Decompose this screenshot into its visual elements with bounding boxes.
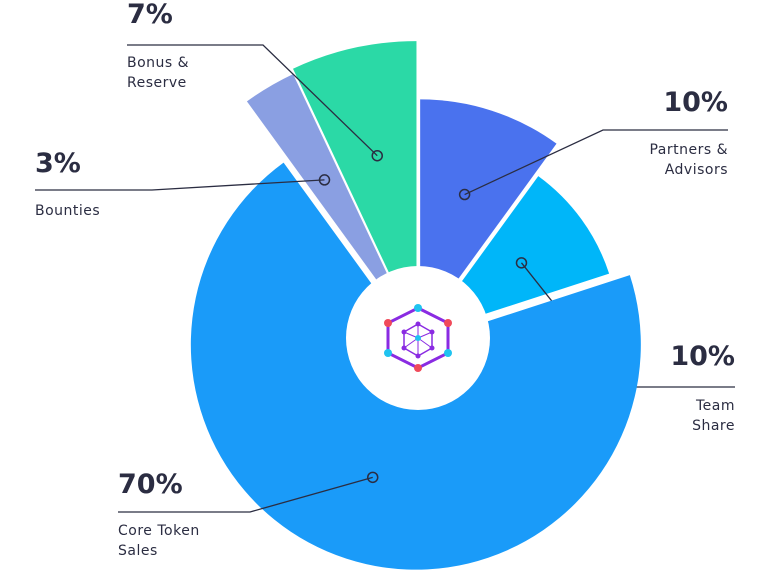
logo bbox=[384, 304, 452, 372]
leader-line bbox=[464, 129, 728, 196]
value-label: 3% bbox=[35, 148, 81, 179]
value-label: 10% bbox=[663, 87, 728, 118]
logo-node bbox=[414, 364, 422, 372]
logo-node bbox=[444, 319, 452, 327]
value-label: 7% bbox=[127, 0, 173, 30]
logo-core bbox=[415, 335, 421, 341]
logo-node bbox=[444, 349, 452, 357]
value-label: 10% bbox=[670, 341, 735, 372]
category-label: Bounties bbox=[35, 203, 101, 219]
pie-slice bbox=[246, 74, 415, 332]
leader-line bbox=[127, 44, 378, 157]
leader-line bbox=[118, 476, 373, 513]
category-label: Partners & Advisors bbox=[649, 142, 728, 178]
pie-slice bbox=[420, 99, 557, 332]
pie-slice bbox=[292, 41, 417, 332]
category-label: Team Share bbox=[692, 398, 735, 434]
leader-dot bbox=[458, 188, 471, 201]
category-label: Core Token Sales bbox=[118, 523, 200, 559]
logo-node bbox=[384, 349, 392, 357]
leader-dot bbox=[371, 149, 384, 162]
logo-node bbox=[414, 304, 422, 312]
logo-node bbox=[415, 321, 421, 327]
logo-node bbox=[429, 329, 435, 335]
logo-node bbox=[384, 319, 392, 327]
value-label: 70% bbox=[118, 469, 183, 500]
category-label: Bonus & Reserve bbox=[127, 55, 190, 91]
leader-dot bbox=[318, 174, 331, 186]
leader-line bbox=[35, 179, 325, 191]
logo-node bbox=[401, 345, 407, 351]
leader-dot bbox=[366, 471, 379, 484]
logo-node bbox=[415, 353, 421, 359]
logo-node bbox=[429, 345, 435, 351]
leader-dot bbox=[515, 257, 528, 269]
logo-node bbox=[401, 329, 407, 335]
